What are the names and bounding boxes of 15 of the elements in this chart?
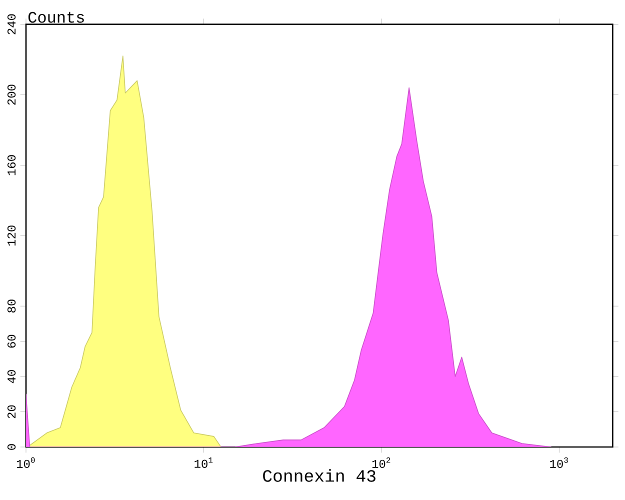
y-tick-label: 120: [7, 226, 16, 246]
x-axis-title: Connexin 43: [263, 469, 376, 482]
x-tick-label: 10$^{0}$: [16, 457, 35, 468]
y-tick-label: 160: [7, 155, 16, 176]
y-tick-label: 0: [7, 444, 16, 450]
y-tick-label: 60: [7, 334, 16, 348]
x-tick-label: 10$^{1}$: [194, 457, 213, 468]
y-tick-label: 40: [7, 370, 16, 384]
y-tick-label: 80: [7, 300, 16, 313]
x-tick-label: 10$^{2}$: [372, 457, 390, 468]
y-tick-label: 240: [7, 14, 16, 34]
y-tick-label: 20: [7, 405, 16, 418]
x-tick-label: 10$^{3}$: [550, 457, 568, 468]
y-tick-label: 200: [7, 84, 16, 105]
y-axis-title: Counts: [28, 12, 84, 23]
